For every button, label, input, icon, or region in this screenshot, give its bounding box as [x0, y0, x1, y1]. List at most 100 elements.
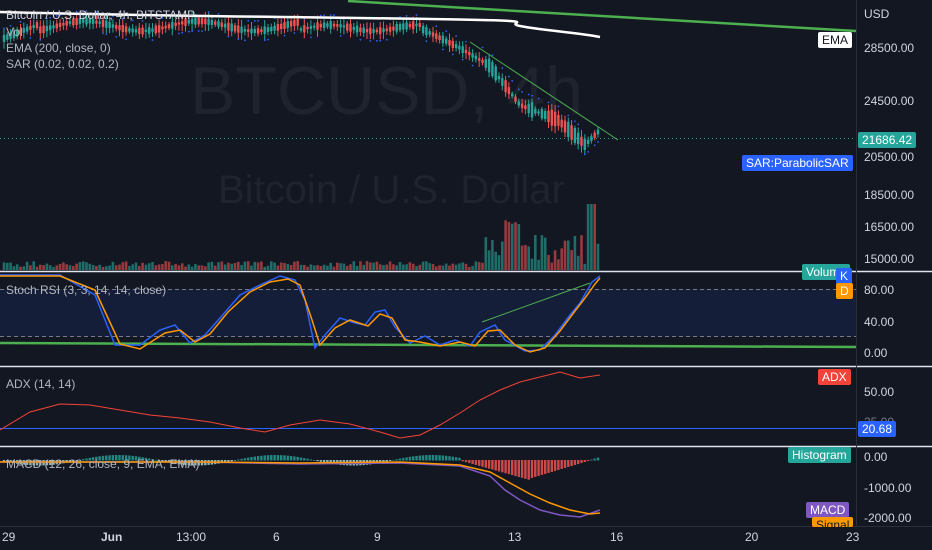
- sar-dot: [29, 36, 32, 39]
- adx-line: [0, 371, 601, 439]
- volume-bar: [491, 240, 494, 270]
- trendline-descending[interactable]: [469, 41, 619, 141]
- candle-body: [540, 109, 544, 119]
- trendline-stoch-divergence[interactable]: [481, 282, 591, 323]
- volume-bar: [471, 265, 474, 270]
- histogram-bar: [458, 457, 461, 461]
- histogram-bar: [438, 455, 441, 461]
- histogram-bar: [573, 460, 577, 466]
- legend-macd[interactable]: MACD (12, 26, close, 9, EMA, EMA): [6, 457, 200, 471]
- histogram-bar: [497, 460, 501, 472]
- histogram-bar: [108, 455, 111, 461]
- volume-bar: [88, 263, 92, 270]
- volume-bar: [375, 261, 379, 270]
- volume-bar: [124, 261, 128, 270]
- legend-vol[interactable]: Vol: [6, 25, 23, 39]
- volume-bar: [157, 264, 161, 270]
- sar-dot: [339, 34, 342, 37]
- sar-dot: [508, 75, 510, 78]
- candle-body: [336, 24, 339, 27]
- candle-body: [181, 21, 184, 25]
- histogram-bar: [164, 460, 167, 463]
- signal-line: [0, 461, 601, 515]
- volume-bars: [2, 204, 600, 270]
- volume-bar: [550, 262, 554, 270]
- histogram-bar: [511, 460, 514, 476]
- watermark-symbol: BTCUSD, 4h: [190, 53, 583, 129]
- volume-bar: [319, 266, 323, 270]
- histogram-bar: [280, 455, 283, 461]
- candle-body: [131, 28, 134, 33]
- histogram-bar: [303, 458, 306, 461]
- volume-bar: [256, 262, 260, 270]
- candle-body: [16, 29, 19, 37]
- sar-dot: [323, 14, 325, 17]
- symbol-title[interactable]: Bitcoin / U.S. Dollar, 4h, BITSTAMP: [6, 8, 196, 22]
- sar-dot: [9, 24, 12, 27]
- volume-bar: [204, 266, 207, 270]
- ema-line[interactable]: [0, 10, 601, 39]
- candle-body: [49, 25, 52, 31]
- volume-bar: [369, 262, 372, 270]
- volume-bar: [345, 265, 349, 270]
- volume-bar: [484, 237, 488, 270]
- histogram-bar: [530, 460, 534, 478]
- histogram-bar: [461, 460, 464, 462]
- candle-body: [346, 23, 349, 31]
- candle-body: [190, 18, 194, 24]
- sar-dot: [491, 54, 494, 57]
- histogram-bar: [395, 459, 398, 461]
- histogram-bar: [484, 460, 487, 468]
- volume-bar: [98, 264, 101, 270]
- sar-dot: [131, 19, 134, 22]
- candle-body: [405, 22, 408, 30]
- volume-bar: [570, 250, 573, 270]
- candle-body: [382, 28, 385, 33]
- candle-body: [322, 22, 326, 28]
- legend-adx[interactable]: ADX (14, 14): [6, 377, 76, 391]
- legend-stoch-rsi[interactable]: Stoch RSI (3, 3, 14, 14, close): [6, 283, 167, 297]
- histogram-bar: [270, 455, 273, 461]
- histogram-bar: [322, 460, 326, 463]
- legend-sar[interactable]: SAR (0.02, 0.02, 0.2): [6, 57, 119, 71]
- time-label: 6: [273, 530, 280, 544]
- histogram-bar: [68, 460, 72, 463]
- sar-dot: [442, 48, 444, 51]
- sar-dot: [329, 14, 332, 16]
- adx-value-badge: 20.68: [858, 421, 897, 437]
- sar-dot: [455, 35, 457, 37]
- candle-body: [296, 18, 299, 26]
- histogram-bar: [388, 460, 392, 462]
- sar-dot: [451, 53, 454, 56]
- volume-bar: [316, 265, 319, 270]
- histogram-bar: [313, 460, 316, 461]
- volume-bar: [586, 204, 590, 270]
- histogram-bar: [121, 455, 124, 461]
- sar-dot: [237, 38, 240, 41]
- sar-dot: [151, 39, 154, 41]
- volume-bar: [213, 265, 217, 270]
- histogram-bar: [441, 455, 445, 461]
- time-label: 16: [610, 530, 624, 544]
- volume-bar: [444, 263, 448, 270]
- volume-bar: [52, 266, 55, 270]
- histogram-bar: [266, 455, 270, 461]
- sar-dot: [359, 38, 362, 41]
- candle-body: [217, 21, 220, 27]
- macd-label: 0.00: [864, 450, 888, 464]
- trendline-top[interactable]: [347, 0, 857, 33]
- candle-body: [339, 24, 342, 28]
- histogram-bar: [134, 456, 138, 461]
- volume-bar: [81, 261, 85, 270]
- legend-ema[interactable]: EMA (200, close, 0): [6, 41, 111, 55]
- macd-label: -2000.00: [864, 511, 912, 525]
- histogram-bar: [88, 457, 91, 461]
- sar-dot: [379, 39, 382, 42]
- histogram-bar: [105, 455, 108, 461]
- candle-body: [78, 18, 82, 24]
- histogram-bar: [260, 455, 263, 461]
- volume-bar: [2, 262, 6, 270]
- candle-body: [151, 28, 154, 32]
- histogram-bar: [72, 460, 75, 462]
